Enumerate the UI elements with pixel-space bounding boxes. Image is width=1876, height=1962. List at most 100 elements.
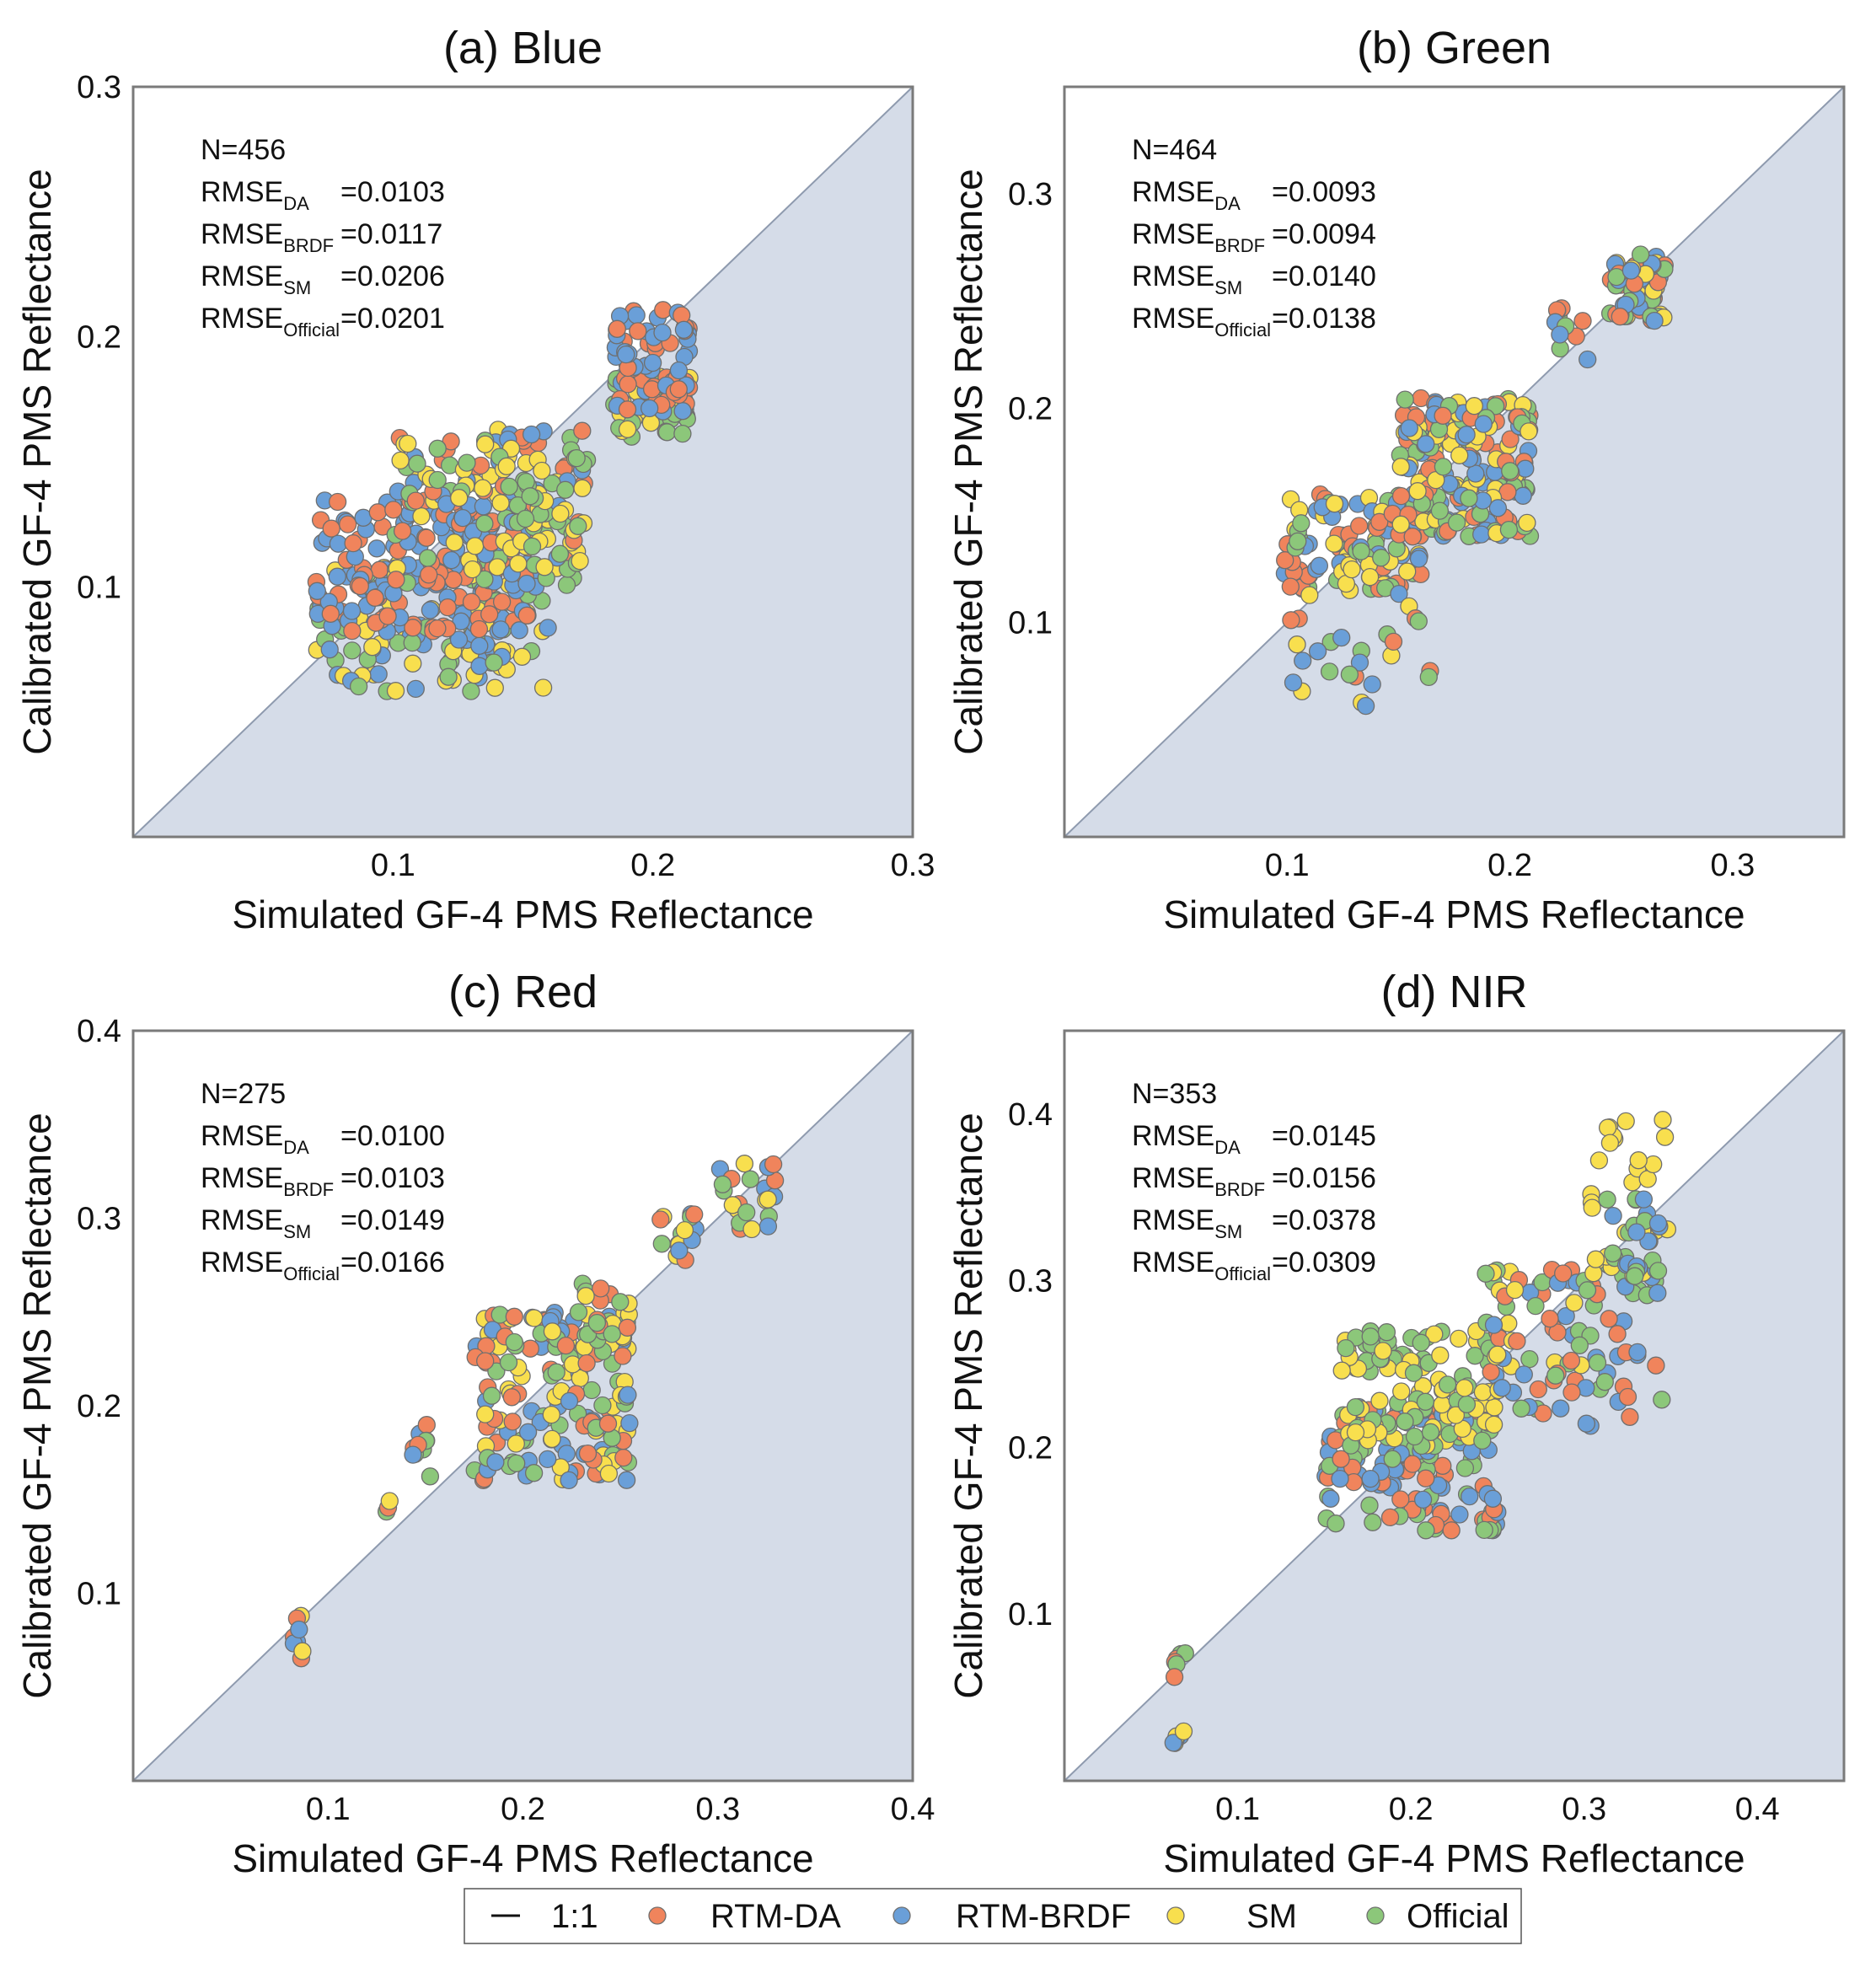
stats-line: RMSEDA =0.0093 bbox=[1132, 176, 1376, 214]
point-sm bbox=[1300, 586, 1319, 604]
point-rtm-brdf bbox=[486, 1453, 505, 1472]
point-sm bbox=[618, 420, 637, 438]
point-sm bbox=[386, 682, 405, 700]
y-tick-label: 0.1 bbox=[77, 1577, 121, 1612]
point-official bbox=[418, 549, 437, 567]
point-rtm-da bbox=[592, 1279, 610, 1298]
point-rtm-da bbox=[1611, 308, 1629, 326]
stats-line: N=464 bbox=[1132, 134, 1217, 166]
point-rtm-da bbox=[339, 515, 357, 533]
point-rtm-brdf bbox=[1413, 1490, 1433, 1509]
point-rtm-brdf bbox=[1400, 419, 1418, 437]
point-official bbox=[1396, 1413, 1414, 1431]
point-rtm-da bbox=[1529, 1380, 1547, 1399]
point-rtm-da bbox=[517, 606, 536, 625]
point-rtm-da bbox=[598, 1414, 618, 1433]
point-rtm-da bbox=[1417, 1469, 1435, 1488]
point-official bbox=[547, 1363, 565, 1381]
point-rtm-da bbox=[1332, 1450, 1350, 1468]
point-sm bbox=[1398, 562, 1417, 581]
point-sm bbox=[399, 434, 417, 453]
point-sm bbox=[1391, 458, 1410, 476]
x-tick-label: 0.4 bbox=[891, 1792, 935, 1827]
point-sm bbox=[1446, 1406, 1466, 1424]
point-rtm-brdf bbox=[627, 306, 646, 324]
point-sm bbox=[491, 494, 510, 512]
point-rtm-da bbox=[1548, 1323, 1567, 1342]
point-official bbox=[1501, 462, 1520, 480]
point-official bbox=[1473, 1431, 1492, 1450]
point-rtm-da bbox=[1608, 1325, 1627, 1343]
point-rtm-da bbox=[1501, 430, 1520, 448]
point-rtm-da bbox=[462, 592, 481, 611]
point-rtm-brdf bbox=[539, 1450, 557, 1469]
point-rtm-brdf bbox=[453, 508, 472, 528]
point-rtm-da bbox=[1403, 528, 1422, 546]
point-rtm-brdf bbox=[1390, 584, 1408, 603]
point-sm bbox=[1425, 1325, 1444, 1343]
point-rtm-brdf bbox=[1577, 1414, 1596, 1433]
x-axis-label: Simulated GF-4 PMS Reflectance bbox=[232, 1836, 813, 1880]
point-rtm-da bbox=[1600, 1310, 1618, 1328]
point-rtm-brdf bbox=[308, 582, 326, 600]
point-rtm-brdf bbox=[320, 641, 339, 659]
point-sm bbox=[742, 1220, 761, 1239]
point-sm bbox=[1600, 1134, 1620, 1152]
point-sm bbox=[1565, 1294, 1584, 1312]
point-official bbox=[1360, 1496, 1379, 1514]
x-tick-label: 0.1 bbox=[306, 1792, 351, 1827]
point-rtm-brdf bbox=[1514, 486, 1532, 505]
point-official bbox=[1421, 1423, 1440, 1441]
point-rtm-brdf bbox=[1645, 311, 1664, 330]
point-rtm-da bbox=[654, 301, 673, 319]
point-official bbox=[475, 514, 494, 533]
point-rtm-da bbox=[420, 566, 438, 584]
legend-marker-rtm-brdf bbox=[892, 1906, 911, 1925]
stats-line: RMSESM =0.0140 bbox=[1132, 260, 1376, 298]
point-sm bbox=[497, 457, 516, 475]
point-rtm-da bbox=[378, 607, 397, 625]
point-sm bbox=[1325, 534, 1343, 553]
point-official bbox=[611, 1293, 630, 1311]
point-rtm-brdf bbox=[1466, 464, 1485, 483]
point-rtm-brdf bbox=[539, 619, 557, 637]
point-rtm-brdf bbox=[1604, 1206, 1622, 1225]
legend: 1:1 RTM-DA RTM-BRDF SM Official bbox=[464, 1888, 1522, 1944]
stats-annotation: N=353 RMSEDA =0.0145 RMSEBRDF =0.0156 RMSESM =… bbox=[1132, 1078, 1376, 1284]
point-rtm-brdf bbox=[674, 320, 694, 339]
y-tick-label: 0.1 bbox=[1008, 606, 1053, 641]
point-rtm-da bbox=[608, 319, 626, 338]
point-rtm-brdf bbox=[560, 1391, 579, 1411]
point-rtm-da bbox=[629, 322, 647, 340]
point-rtm-brdf bbox=[617, 1471, 636, 1489]
point-rtm-da bbox=[351, 576, 369, 596]
y-tick-label: 0.2 bbox=[77, 320, 121, 356]
x-tick-label: 0.1 bbox=[371, 848, 415, 883]
point-official bbox=[428, 470, 447, 490]
point-official bbox=[567, 448, 586, 468]
point-rtm-da bbox=[328, 492, 347, 512]
stats-line: RMSEBRDF =0.0103 bbox=[201, 1162, 445, 1200]
stats-line: N=275 bbox=[201, 1078, 286, 1110]
point-sm bbox=[543, 1322, 562, 1341]
point-rtm-da bbox=[322, 519, 340, 538]
y-axis-label: Calibrated GF-4 PMS Reflectance bbox=[946, 1112, 990, 1698]
point-rtm-da bbox=[1508, 1332, 1526, 1351]
stats-line: RMSESM =0.0206 bbox=[201, 260, 445, 298]
point-official bbox=[1292, 514, 1311, 533]
point-rtm-brdf bbox=[1294, 651, 1312, 670]
panel-3: 0.1 0.2 0.3 0.4 0.1 0.2 0.3 0.4 (d) NIR Simulated… bbox=[946, 967, 1846, 1880]
point-official bbox=[428, 439, 447, 458]
point-official bbox=[516, 509, 535, 528]
point-rtm-da bbox=[521, 1339, 539, 1358]
x-tick-label: 0.3 bbox=[1710, 848, 1755, 883]
point-sm bbox=[1616, 1112, 1635, 1131]
point-rtm-da bbox=[1541, 1310, 1559, 1328]
point-rtm-da bbox=[417, 1416, 436, 1434]
point-rtm-brdf bbox=[1417, 435, 1435, 453]
point-rtm-da bbox=[618, 1318, 637, 1337]
point-rtm-brdf bbox=[619, 1386, 637, 1404]
point-rtm-da bbox=[480, 605, 499, 624]
stats-line: RMSESM =0.0378 bbox=[1132, 1204, 1376, 1242]
point-official bbox=[349, 677, 368, 696]
